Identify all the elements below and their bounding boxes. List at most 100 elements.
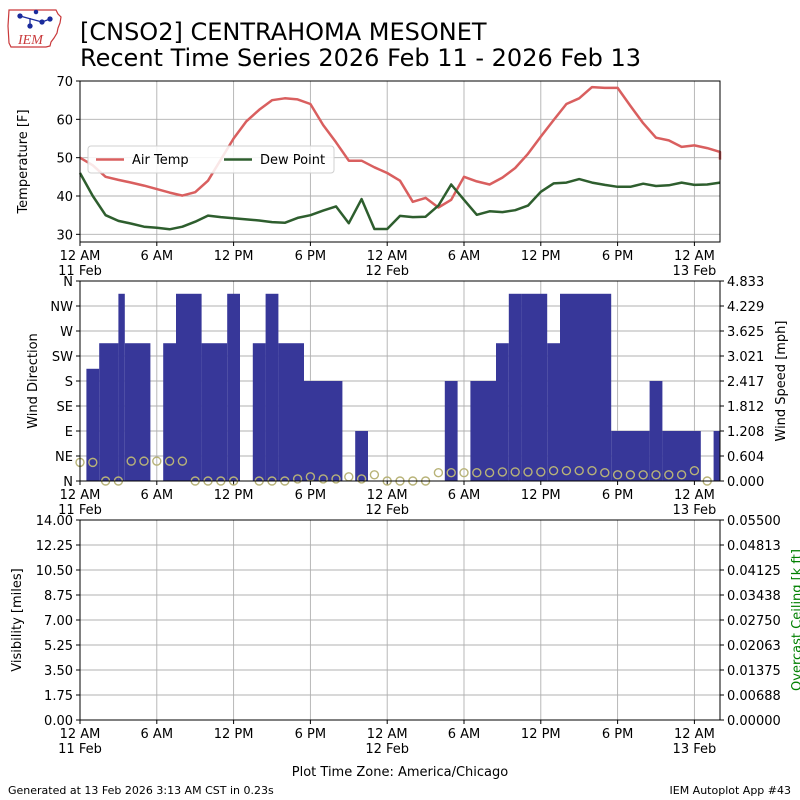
wind-speed-marker [523, 467, 533, 477]
wind-xtick-label: 6 PM [295, 488, 326, 503]
wind-speed-tick-label: 1.208 [727, 425, 764, 440]
wind-direction-bar [508, 293, 522, 481]
wind-speed-tick-label: 4.833 [727, 275, 764, 290]
temp-ytick-label: 60 [56, 113, 73, 128]
legend-label: Dew Point [260, 153, 325, 168]
wind-speed-marker [177, 456, 188, 466]
wind-direction-bar [649, 381, 663, 481]
logo-text: IEM [17, 33, 44, 48]
wind-xtick-label: 6 AM [141, 488, 174, 503]
wind-xtick-label: 12 PM [521, 488, 561, 503]
wind-direction-bar [124, 343, 151, 481]
wind-direction-bar [227, 293, 240, 481]
vis-ytick-label: 8.75 [44, 589, 73, 604]
wind-speed-marker [689, 465, 700, 476]
wind-direction-bar [112, 343, 119, 481]
wind-speed-tick-label: 3.021 [727, 350, 764, 365]
wind-speed-marker [664, 470, 674, 480]
temp-xtick-label: 6 AM [141, 249, 174, 264]
temp-ytick-label: 40 [56, 190, 73, 205]
ceiling-tick-label: 0.01375 [727, 664, 781, 679]
temp-frame [79, 80, 721, 243]
wind-speed-marker [612, 470, 623, 480]
series-line-dew-point [78, 172, 721, 231]
temp-xtick-label: 12 AM [60, 249, 101, 264]
temp-xtick-label: 12 Feb [365, 264, 409, 279]
wind-speed-marker [600, 468, 610, 478]
wind-speed-marker [472, 468, 482, 478]
wind-direction-bar [201, 343, 228, 481]
ceiling-tick-label: 0.00000 [727, 714, 781, 729]
vis-xtick-label: 6 AM [448, 727, 481, 742]
temp-xtick-label: 11 Feb [58, 264, 102, 279]
wind-xtick-label: 12 Feb [365, 503, 409, 518]
wind-direction-bar [86, 368, 100, 481]
wind-direction-bar [176, 293, 202, 481]
wind-speed-marker [574, 465, 584, 476]
wind-speed-marker [152, 456, 162, 466]
ceiling-tick-label: 0.02750 [727, 614, 781, 629]
vis-ytick-label: 10.50 [36, 564, 73, 579]
wind-speed-marker [139, 456, 149, 466]
wind-speed-marker [484, 468, 495, 478]
wind-ytick-label: NW [50, 300, 73, 315]
legend-label: Air Temp [132, 153, 189, 168]
wind-speed-marker [497, 467, 508, 477]
wind-speed-marker [88, 457, 98, 468]
wind-xtick-label: 12 AM [674, 488, 715, 503]
wind-speed-marker [331, 474, 341, 484]
wind-direction-bar [662, 431, 701, 481]
wind-xtick-label: 12 PM [214, 488, 254, 503]
ceiling-tick-label: 0.04125 [727, 564, 781, 579]
chart-title-line2: Recent Time Series 2026 Feb 11 - 2026 Fe… [80, 44, 642, 72]
wind-ytick-label: NE [55, 450, 73, 465]
temp-xtick-label: 12 PM [521, 249, 561, 264]
wind-ytick-label: N [63, 275, 73, 290]
wind-speed-marker [587, 465, 597, 476]
wind-ytick-label: S [65, 375, 73, 390]
wind-speed-marker [433, 468, 444, 478]
wind-speed-marker [459, 468, 469, 478]
wind-speed-marker [561, 465, 572, 476]
vis-xtick-label: 12 PM [214, 727, 254, 742]
wind-ytick-label: E [65, 425, 73, 440]
wind-direction-bar [560, 293, 612, 481]
app-id-note: IEM Autoplot App #43 [669, 784, 792, 797]
ceiling-ylabel: Overcast Ceiling [k ft] [790, 549, 800, 691]
vis-xtick-label: 13 Feb [673, 742, 717, 757]
wind-ytick-label: SW [52, 350, 73, 365]
wind-speed-marker [536, 467, 546, 477]
wind-speed-tick-label: 1.812 [727, 400, 764, 415]
vis-ytick-label: 3.50 [44, 664, 73, 679]
wind-ytick-label: N [63, 475, 73, 490]
wind-xtick-label: 12 AM [60, 488, 101, 503]
wind-xtick-label: 13 Feb [673, 503, 717, 518]
wind-speed-marker [292, 474, 303, 484]
wind-direction-bar [444, 381, 458, 481]
vis-ytick-label: 1.75 [44, 689, 73, 704]
wind-direction-bar [265, 293, 279, 481]
x-axis-label: Plot Time Zone: America/Chicago [292, 765, 508, 780]
wind-direction-bar [252, 343, 266, 481]
vis-xtick-label: 6 PM [602, 727, 633, 742]
wind-direction-bar [496, 343, 509, 481]
station-network-icon [17, 9, 53, 29]
temp-xtick-label: 6 AM [448, 249, 481, 264]
vis-ytick-label: 7.00 [44, 614, 73, 629]
wind-speed-tick-label: 4.229 [727, 300, 764, 315]
wind-speed-marker [510, 467, 520, 477]
vis-xtick-label: 12 AM [367, 727, 408, 742]
vis-xtick-label: 6 AM [141, 727, 174, 742]
vis-ylabel: Visibility [miles] [10, 568, 25, 671]
wind-speed-tick-label: 3.625 [727, 325, 764, 340]
wind-speed-marker [638, 470, 648, 480]
vis-ytick-label: 12.25 [36, 539, 73, 554]
vis-xtick-label: 12 AM [60, 727, 101, 742]
temp-xtick-label: 6 PM [602, 249, 633, 264]
wind-ytick-label: W [60, 325, 73, 340]
wind-direction-bar [611, 431, 650, 481]
chart-title-line1: [CNSO2] CENTRAHOMA MESONET [80, 18, 487, 46]
ceiling-tick-label: 0.05500 [727, 514, 781, 529]
legend-box [87, 145, 335, 174]
iem-logo: IEM [7, 9, 62, 48]
